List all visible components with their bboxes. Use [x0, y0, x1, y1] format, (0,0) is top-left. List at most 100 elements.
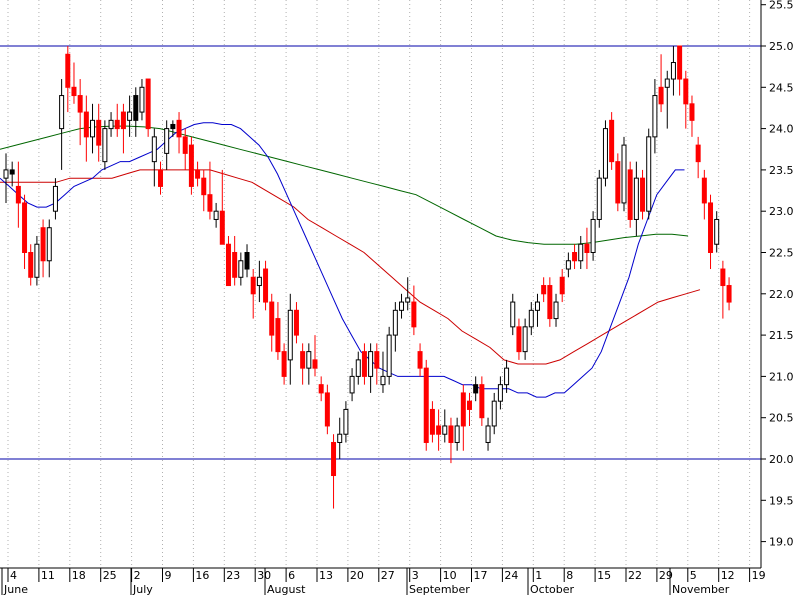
y-tick-label: 22.0	[769, 288, 794, 301]
candle-body	[609, 119, 615, 163]
candle	[473, 376, 479, 402]
candle	[695, 136, 701, 179]
candle-body	[318, 384, 324, 394]
x-tick-label: 24	[504, 569, 518, 582]
month-label: September	[409, 583, 470, 595]
candle	[90, 103, 96, 154]
candle	[504, 359, 510, 393]
candle	[547, 277, 553, 327]
candle	[485, 417, 491, 451]
candle-body	[460, 392, 466, 427]
candle-body	[139, 86, 145, 113]
y-tick-label: 21.0	[769, 370, 794, 383]
candle-body	[602, 128, 608, 179]
candle-body	[96, 119, 102, 146]
candle	[386, 326, 392, 385]
candle-body	[9, 169, 15, 175]
x-tick-label: 9	[165, 569, 172, 582]
candle	[479, 376, 485, 426]
candle	[176, 112, 182, 154]
candle-body	[355, 359, 361, 377]
candle	[596, 169, 602, 228]
candle-body	[331, 441, 337, 477]
candle	[263, 260, 269, 311]
candle	[133, 87, 139, 137]
candle	[52, 178, 58, 220]
candle	[324, 384, 330, 435]
candle	[627, 161, 633, 228]
candle	[250, 269, 256, 319]
candle	[355, 351, 361, 385]
candle-body	[448, 425, 454, 443]
candle-body	[46, 227, 52, 262]
candle-body	[720, 268, 726, 287]
candle	[182, 128, 188, 170]
candle	[238, 252, 244, 286]
candle-body	[429, 408, 435, 435]
candle	[9, 161, 15, 187]
candle	[170, 120, 176, 137]
candle	[633, 161, 639, 236]
candle	[584, 227, 590, 270]
candle	[158, 161, 163, 195]
candle-body	[312, 359, 318, 369]
candle	[3, 153, 9, 203]
candle-body	[275, 318, 281, 353]
candle-body	[287, 309, 293, 361]
candle	[522, 318, 528, 360]
candle-body	[572, 252, 578, 262]
candle-body	[473, 384, 479, 394]
candle	[77, 79, 83, 146]
candle-body	[454, 425, 460, 443]
candle	[312, 335, 318, 377]
candle	[442, 409, 448, 443]
y-tick-label: 24.5	[769, 81, 794, 94]
candle-body	[392, 309, 398, 336]
candle	[151, 128, 157, 187]
candle	[615, 153, 621, 212]
x-tick-label: 17	[474, 569, 488, 582]
candle-body	[361, 351, 367, 377]
candle-body	[250, 276, 256, 295]
y-tick-label: 22.5	[769, 247, 794, 260]
candle-body	[405, 297, 411, 303]
y-tick-label: 20.5	[769, 412, 794, 425]
candle	[275, 302, 281, 360]
x-tick-label: 4	[10, 569, 17, 582]
candle	[300, 343, 306, 385]
candle-body	[528, 309, 534, 328]
candle	[646, 128, 652, 220]
candle-body	[263, 268, 269, 303]
candle	[195, 161, 201, 187]
candle	[664, 70, 670, 129]
y-tick-label: 25.0	[769, 40, 794, 53]
candle	[436, 409, 442, 451]
candle-body	[133, 95, 139, 121]
candle	[683, 70, 689, 129]
x-tick-label: 15	[597, 569, 611, 582]
candle-body	[102, 128, 108, 163]
x-tick-label: 8	[566, 569, 573, 582]
candle	[28, 244, 34, 286]
candle-body	[368, 351, 374, 377]
y-tick-label: 23.5	[769, 164, 794, 177]
candle-body	[596, 177, 602, 220]
candle-body	[40, 227, 46, 262]
candle	[368, 343, 374, 393]
x-tick-label: 22	[628, 569, 642, 582]
candle-body	[386, 334, 392, 377]
month-label: June	[3, 583, 28, 595]
candle	[701, 169, 707, 220]
x-axis: 4 11 18 25 2 9 16 23 30 6 13 20 27 3 10 17 24 1 8 15 22 29 5 12…	[1, 568, 766, 595]
x-tick-label: 16	[195, 569, 209, 582]
y-tick-label: 20.0	[769, 453, 794, 466]
candle	[374, 343, 380, 385]
x-tick-label: 18	[72, 569, 86, 582]
candle	[349, 368, 355, 402]
candle-body	[337, 433, 343, 443]
x-tick-label: 20	[350, 569, 364, 582]
candle-body	[22, 202, 28, 254]
y-tick-label: 21.5	[769, 329, 794, 342]
candle	[541, 277, 547, 303]
